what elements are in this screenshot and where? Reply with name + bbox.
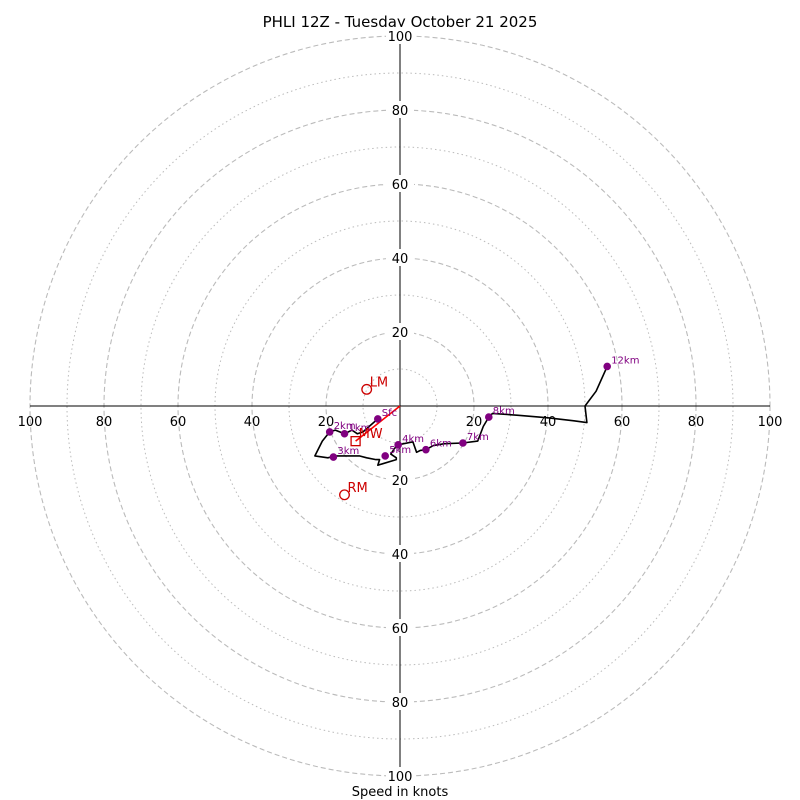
- storm-motion-marker-MW: [350, 435, 361, 447]
- x-tick-label: 40: [244, 415, 261, 430]
- x-tick-label: 60: [170, 415, 187, 430]
- y-tick-label-bg: [386, 545, 414, 562]
- y-tick-label: 40: [392, 252, 409, 267]
- storm-motion-marker-RM: [339, 489, 350, 501]
- y-tick-label: 40: [392, 548, 409, 563]
- height-marker-2km: [325, 428, 334, 436]
- shear-vector: [355, 405, 401, 442]
- storm-motion-marker-LM: [361, 383, 373, 395]
- height-marker-7km: [459, 439, 467, 447]
- y-tick-label-bg: [386, 323, 414, 340]
- y-tick-label: 80: [392, 104, 409, 119]
- height-marker-label: 3km: [337, 446, 359, 457]
- y-tick-label-bg: [386, 767, 414, 784]
- storm-motion-label: RM: [348, 481, 368, 496]
- x-tick-label: 60: [614, 415, 631, 430]
- x-axis-label: Speed in knots: [352, 785, 449, 800]
- height-marker-label: 5km: [389, 445, 411, 456]
- y-tick-label: 80: [392, 696, 409, 711]
- storm-motion-label: MW: [359, 427, 383, 442]
- height-marker-6km: [422, 445, 430, 454]
- y-tick-label: 60: [392, 178, 409, 193]
- chart-title: PHLI 12Z - Tuesday October 21 2025: [263, 13, 538, 31]
- y-tick-label-bg: [386, 101, 414, 118]
- hodograph-trace-layer: [314, 366, 608, 467]
- height-marker-label: 1km: [349, 423, 371, 434]
- y-tick-label: 20: [392, 326, 409, 341]
- x-tick-label: 20: [466, 415, 483, 430]
- height-marker-label: 12km: [611, 355, 639, 366]
- y-tick-label: 100: [388, 30, 413, 45]
- height-marker-label: Sfc: [382, 408, 397, 419]
- y-tick-label-bg: [386, 693, 414, 710]
- height-marker-5km: [381, 452, 390, 460]
- storm-motion-label: LM: [370, 375, 388, 390]
- height-marker-label: 4km: [402, 434, 424, 445]
- y-tick-label-bg: [386, 27, 414, 44]
- x-tick-label: 20: [318, 415, 335, 430]
- y-tick-label-bg: [386, 471, 414, 488]
- x-tick-label: 100: [758, 415, 783, 430]
- x-tick-label: 100: [18, 415, 43, 430]
- height-marker-label: 6km: [430, 439, 452, 450]
- height-marker-3km: [329, 453, 338, 461]
- y-tick-label: 60: [392, 622, 409, 637]
- hodograph-trace: [314, 366, 608, 467]
- y-tick-label-bg: [386, 619, 414, 636]
- height-marker-12km: [603, 362, 612, 371]
- height-marker-8km: [485, 413, 493, 421]
- y-tick-label: 20: [392, 474, 409, 489]
- height-marker-4km: [394, 441, 402, 449]
- y-tick-label-bg: [386, 249, 414, 266]
- x-tick-label: 80: [688, 415, 705, 430]
- height-marker-label: 7km: [467, 432, 489, 443]
- height-marker-1km: [340, 429, 349, 438]
- y-tick-label-bg: [386, 175, 414, 192]
- y-tick-label: 100: [388, 770, 413, 785]
- height-marker-Sfc: [374, 415, 382, 423]
- height-marker-label: 2km: [334, 421, 356, 432]
- height-marker-label: 8km: [493, 406, 515, 417]
- x-tick-label: 80: [96, 415, 113, 430]
- storm-motion-layer: LM MW RM: [339, 375, 388, 501]
